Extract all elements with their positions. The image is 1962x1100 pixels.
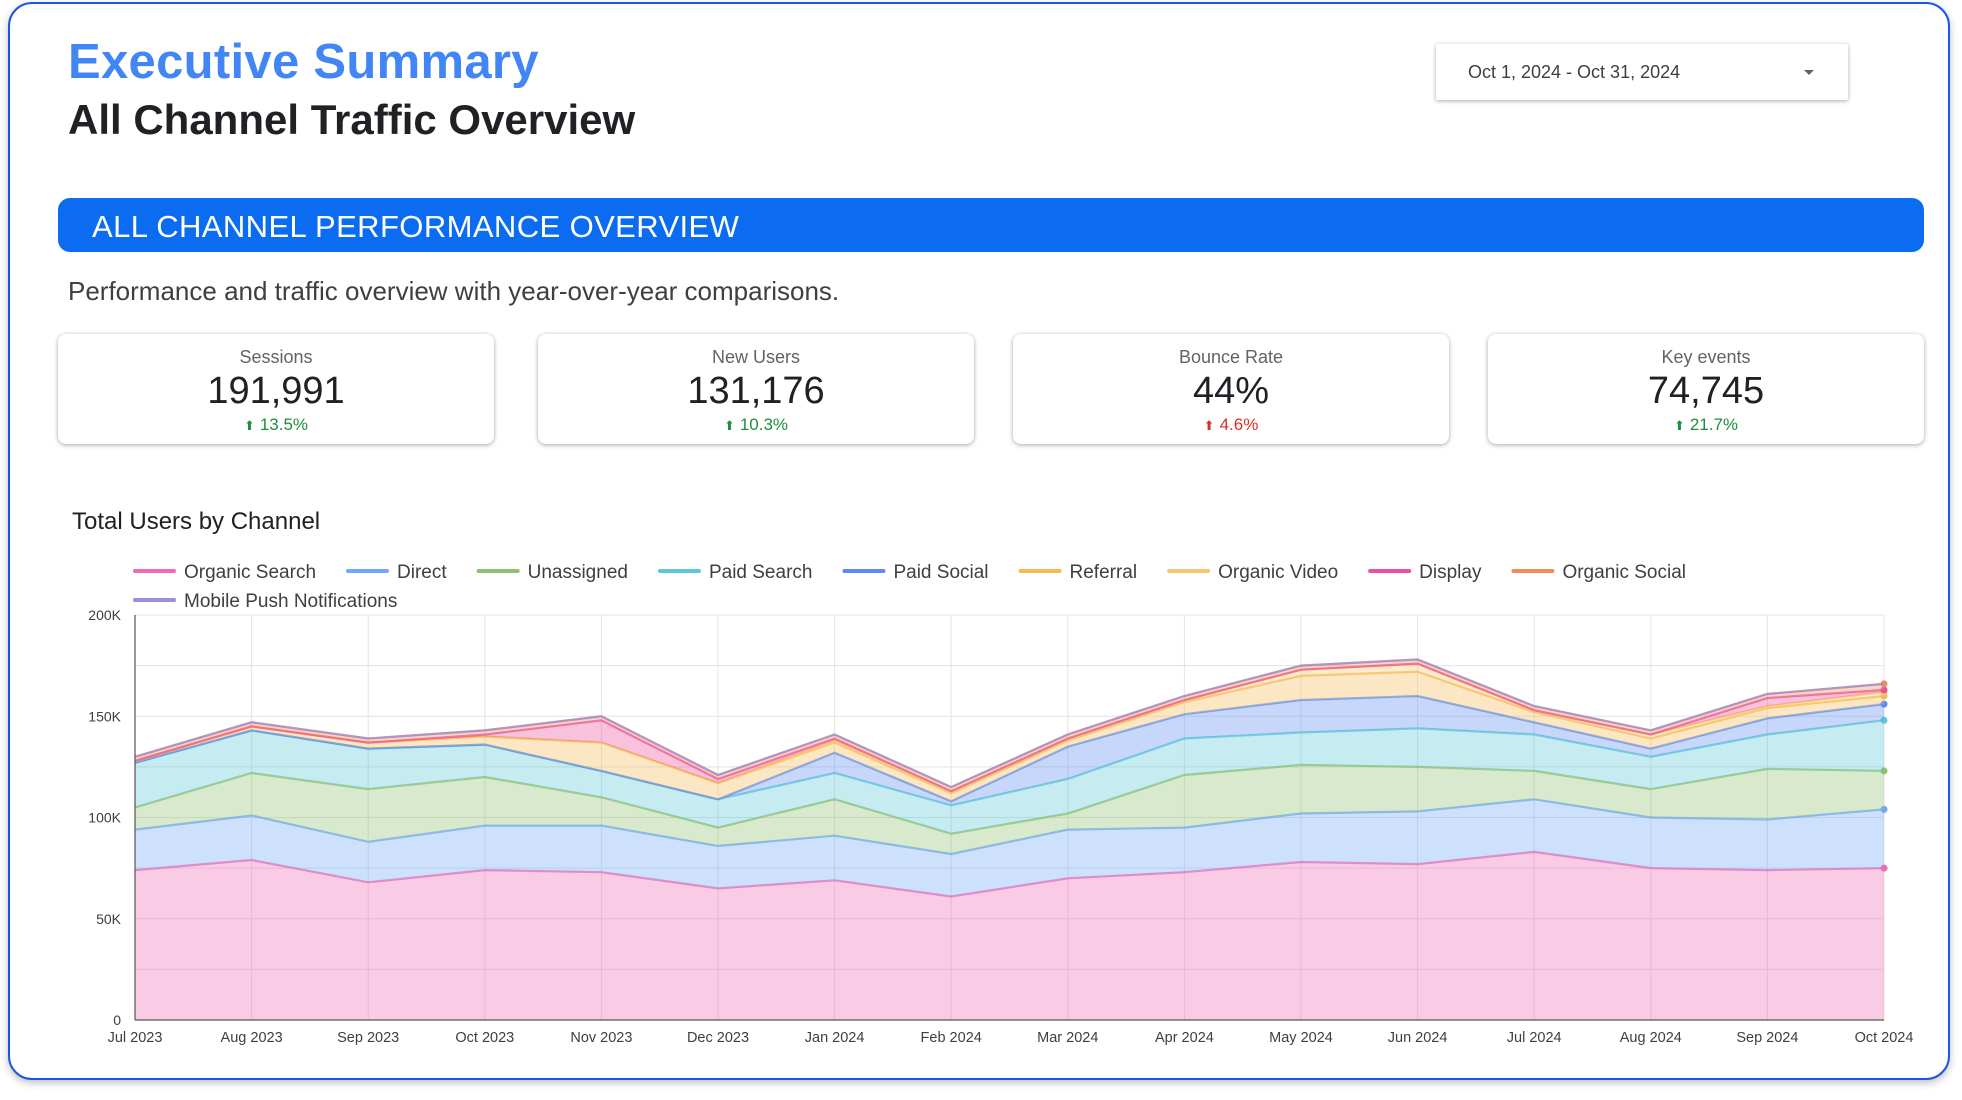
kpi-delta: ⬆ 21.7% [1488,415,1924,435]
x-tick-label: Sep 2024 [1736,1030,1798,1046]
legend-item-label: Unassigned [528,562,628,583]
dashboard-frame [8,2,1950,1080]
y-tick-label: 200K [88,607,121,623]
legend-item-label: Paid Search [709,562,813,583]
point-paid-social-end [1880,700,1888,708]
x-tick-label: Nov 2023 [570,1030,632,1046]
arrow-up-icon: ⬆ [1203,418,1215,433]
date-range-picker[interactable]: Oct 1, 2024 - Oct 31, 2024 [1436,44,1848,100]
x-tick-label: Jun 2024 [1388,1030,1448,1046]
point-direct-end [1880,805,1888,813]
kpi-value: 131,176 [687,370,825,412]
kpi-label: Sessions [239,347,313,367]
x-tick-label: Oct 2023 [455,1030,514,1046]
section-banner: ALL CHANNEL PERFORMANCE OVERVIEW [58,198,1924,252]
page-subtitle: All Channel Traffic Overview [68,96,636,143]
kpi-value: 44% [1192,370,1270,412]
area-organic-search [135,851,1884,1020]
kpi-card-new-users: New Users 131,176 ⬆ 10.3% [538,334,974,444]
y-tick-label: 50K [96,911,122,927]
kpi-card-sessions: Sessions 191,991 ⬆ 13.5% [58,334,494,444]
point-paid-search-end [1880,716,1888,724]
kpi-delta: ⬆ 10.3% [538,415,974,435]
line-organic-search [134,850,1885,898]
x-tick-label: Jul 2024 [1507,1030,1562,1046]
x-tick-label: May 2024 [1269,1030,1333,1046]
area-paid-social [135,696,1884,806]
legend-item-label: Referral [1070,562,1138,583]
arrow-up-icon: ⬆ [243,418,255,433]
x-tick-label: Mar 2024 [1037,1030,1098,1046]
kpi-delta: ⬆ 4.6% [1013,415,1449,435]
y-tick-label: 100K [88,810,121,826]
kpi-label: Key events [1661,347,1751,367]
x-tick-label: Dec 2023 [687,1030,749,1046]
legend-item-label: Paid Social [893,562,988,583]
area-paid-search [135,720,1884,834]
area-direct [135,799,1884,897]
arrow-up-icon: ⬆ [1673,418,1685,433]
page-title: Executive Summary [68,35,539,89]
x-tick-label: Feb 2024 [921,1030,982,1046]
point-display-end [1880,686,1888,694]
point-organic-search-end [1880,864,1888,872]
legend-item-label: Display [1419,562,1482,583]
line-display [134,662,1885,793]
kpi-delta-value: 21.7% [1689,415,1739,434]
date-range-value: Oct 1, 2024 - Oct 31, 2024 [1468,61,1681,82]
kpi-delta: ⬆ 13.5% [58,415,494,435]
x-tick-label: Jan 2024 [805,1030,865,1046]
kpi-label: Bounce Rate [1178,347,1284,367]
legend-item-label: Organic Social [1562,562,1686,583]
legend-item-label: Mobile Push Notifications [184,591,397,612]
line-direct [134,798,1885,856]
line-mobile-push-notifications [134,658,1885,789]
kpi-value: 191,991 [207,370,345,412]
kpi-value: 74,745 [1647,370,1765,412]
y-tick-label: 150K [88,708,121,724]
kpi-delta-value: 10.3% [739,415,789,434]
kpi-delta-value: 13.5% [259,415,309,434]
point-unassigned-end [1880,767,1888,775]
x-tick-label: Jul 2023 [108,1030,163,1046]
kpi-label: New Users [711,347,800,367]
legend-item-label: Direct [397,562,447,583]
line-paid-social [134,694,1885,803]
section-description: Performance and traffic overview with ye… [68,276,840,306]
arrow-up-icon: ⬆ [723,418,735,433]
x-tick-label: Sep 2023 [337,1030,399,1046]
kpi-card-bounce-rate: Bounce Rate 44% ⬆ 4.6% [1013,334,1449,444]
legend-item-label: Organic Search [184,562,316,583]
chart-title: Total Users by Channel [72,508,321,535]
caret-down-icon [1804,70,1814,75]
y-tick-label: 0 [113,1012,121,1028]
point-organic-social-end [1880,680,1888,688]
legend-item-label: Organic Video [1218,562,1338,583]
x-tick-label: Aug 2023 [221,1030,283,1046]
x-tick-label: Oct 2024 [1855,1030,1914,1046]
area-unassigned [135,764,1884,854]
line-unassigned [134,763,1885,835]
x-tick-label: Apr 2024 [1155,1030,1214,1046]
kpi-card-key-events: Key events 74,745 ⬆ 21.7% [1488,334,1924,444]
x-tick-label: Aug 2024 [1620,1030,1682,1046]
kpi-delta-value: 4.6% [1219,415,1259,434]
